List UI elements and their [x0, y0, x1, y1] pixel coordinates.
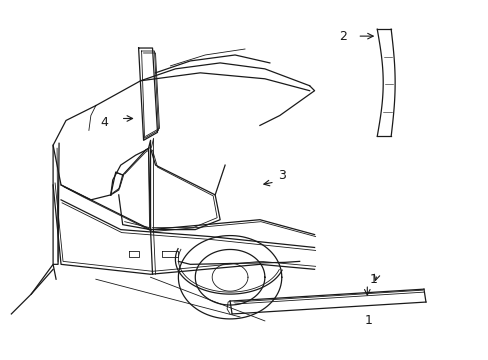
Text: 3: 3: [277, 168, 285, 181]
Text: 2: 2: [339, 30, 346, 42]
Text: 4: 4: [101, 116, 108, 129]
Text: 1: 1: [365, 314, 372, 327]
Text: 1: 1: [368, 273, 376, 286]
